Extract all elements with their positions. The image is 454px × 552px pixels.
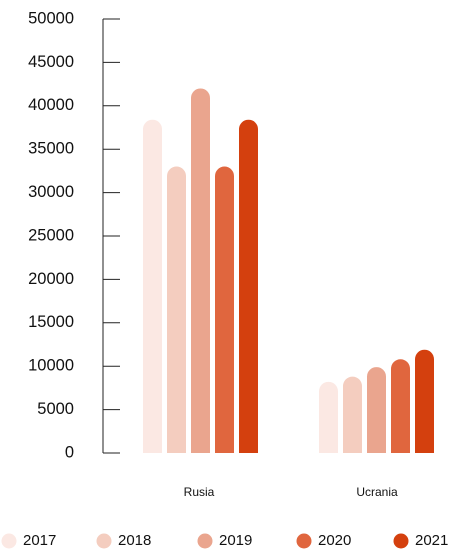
y-tick-label: 10000 (28, 357, 74, 375)
bar-rusia-2018 (167, 166, 186, 453)
legend-marker-2020 (296, 533, 312, 549)
bar-ucrania-2020 (391, 359, 410, 453)
y-tick-label: 25000 (28, 226, 74, 244)
legend-marker-2017 (1, 533, 17, 549)
y-tick-label: 45000 (28, 53, 74, 71)
legend-label: 2017 (23, 532, 56, 549)
y-tick-label: 15000 (28, 313, 74, 331)
bar-ucrania-2017 (319, 381, 338, 453)
legend-label: 2019 (219, 532, 252, 549)
bar-rusia-2019 (191, 88, 210, 453)
y-tick-label: 0 (65, 443, 74, 461)
bars (143, 88, 434, 453)
y-tick-label: 35000 (28, 140, 74, 158)
bar-rusia-2021 (239, 119, 258, 453)
bar-ucrania-2019 (367, 367, 386, 453)
legend-label: 2018 (118, 532, 151, 549)
y-tick-label: 5000 (37, 400, 74, 418)
bar-rusia-2020 (215, 166, 234, 453)
y-axis: 0 5000 10000 15000 20000 25000 30000 35000 40000… (28, 9, 120, 461)
legend-label: 2021 (415, 532, 448, 549)
y-tick-label: 20000 (28, 270, 74, 288)
y-tick-label: 30000 (28, 183, 74, 201)
y-tick-label: 40000 (28, 96, 74, 114)
bar-ucrania-2021 (415, 349, 434, 453)
bar-rusia-2017 (143, 119, 162, 453)
legend-marker-2019 (197, 533, 213, 549)
legend-marker-2018 (96, 533, 112, 549)
x-axis-labels: Rusia Ucrania (184, 485, 398, 499)
legend-marker-2021 (393, 533, 409, 549)
bar-ucrania-2018 (343, 376, 362, 453)
x-tick-label: Rusia (184, 485, 215, 499)
legend: 2017 2018 2019 2020 2021 (1, 532, 448, 549)
legend-label: 2020 (318, 532, 351, 549)
x-tick-label: Ucrania (356, 485, 398, 499)
y-tick-label: 50000 (28, 9, 74, 27)
